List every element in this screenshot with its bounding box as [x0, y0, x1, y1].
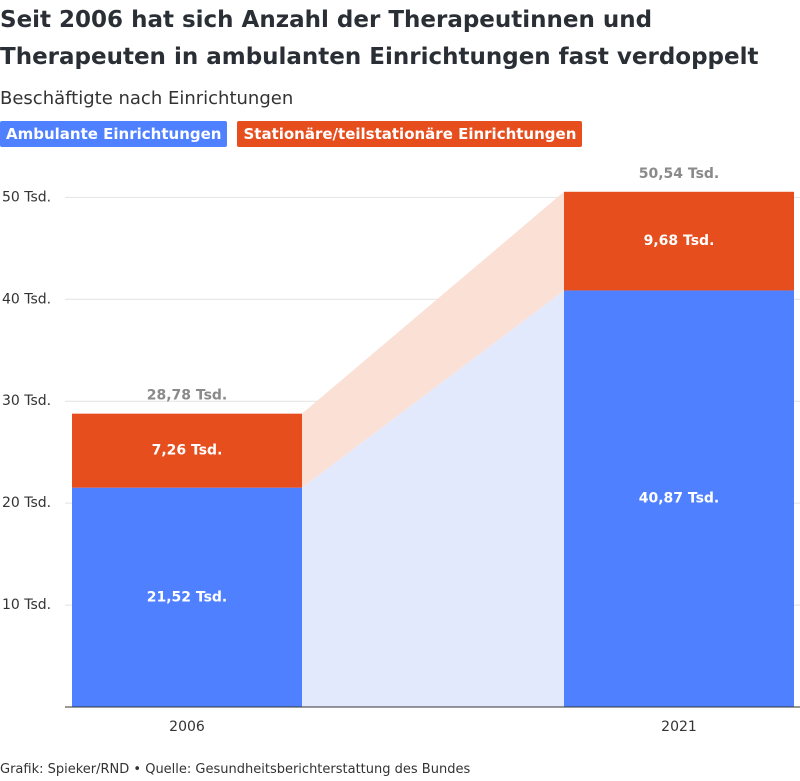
bar-segment	[564, 290, 794, 707]
total-label: 50,54 Tsd.	[639, 166, 720, 182]
legend-entry: Ambulante Einrichtungen	[0, 121, 228, 147]
value-label: 7,26 Tsd.	[152, 443, 223, 459]
source: Grafik: Spieker/RND • Quelle: Gesundheit…	[0, 762, 471, 777]
y-tick-label: 50 Tsd.	[2, 189, 51, 205]
x-tick-label: 2006	[169, 719, 205, 735]
bar-segment	[72, 413, 302, 488]
chart-subtitle: Beschäftigte nach Einrichtungen	[0, 88, 294, 109]
legend: Ambulante Einrichtungen Stationäre/teilst…	[0, 121, 583, 147]
chart-title: Seit 2006 hat sich Anzahl der Therapeuti…	[0, 7, 759, 70]
value-label: 9,68 Tsd.	[644, 233, 715, 249]
connector	[302, 191, 564, 488]
y-tick-label: 20 Tsd.	[2, 495, 51, 511]
value-label: 21,52 Tsd.	[147, 589, 228, 605]
legend-entry: Stationäre/teilstationäre Einrichtungen	[237, 121, 583, 147]
x-tick-label: 2021	[661, 719, 697, 735]
bar-segment	[564, 191, 794, 291]
y-tick-label: 10 Tsd.	[2, 597, 51, 613]
bar-segment	[72, 487, 302, 707]
value-label: 40,87 Tsd.	[639, 491, 720, 507]
connector	[302, 290, 564, 707]
total-label: 28,78 Tsd.	[147, 388, 228, 404]
y-tick-label: 40 Tsd.	[2, 291, 51, 307]
y-tick-label: 30 Tsd.	[2, 393, 51, 409]
